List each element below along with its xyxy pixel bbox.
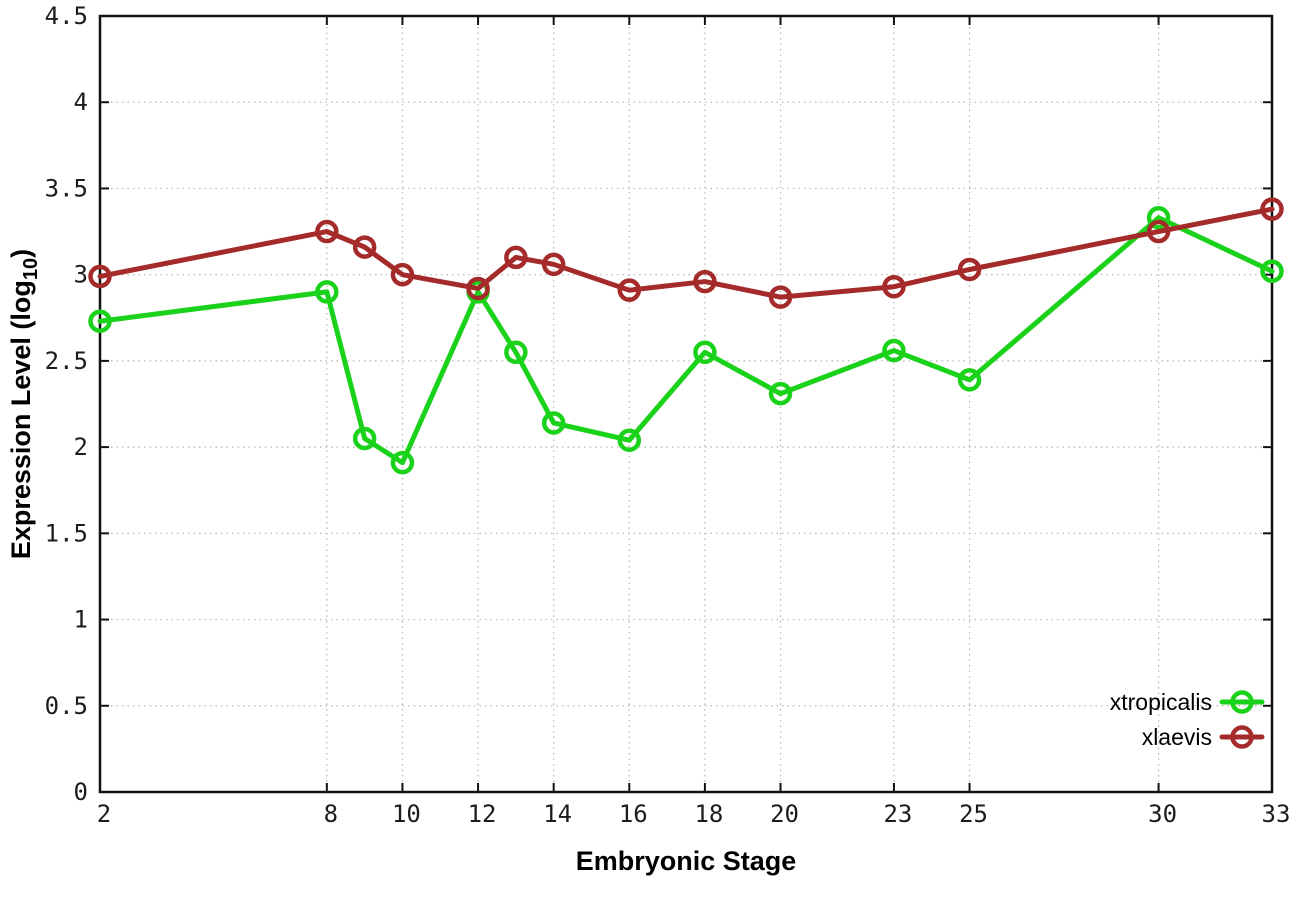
x-tick-label: 30 (1148, 800, 1177, 828)
x-tick-label: 8 (324, 800, 338, 828)
y-tick-label: 2 (74, 433, 88, 461)
x-tick-label: 33 (1262, 800, 1291, 828)
x-tick-label: 25 (959, 800, 988, 828)
x-tick-label: 20 (770, 800, 799, 828)
data-point-xtropicalis (315, 280, 339, 304)
y-tick-label: 2.5 (45, 347, 88, 375)
plot-border (98, 14, 1274, 794)
legend-sample-marker-xlaevis (1230, 725, 1254, 749)
data-point-xlaevis (466, 276, 490, 301)
x-axis-title: Embryonic Stage (576, 846, 797, 876)
y-axis-title: Expression Level (log10) (6, 249, 42, 559)
x-tick-label: 2 (97, 800, 111, 828)
y-tick-label: 3.5 (45, 174, 88, 202)
data-point-xtropicalis (1260, 259, 1284, 283)
data-point-xlaevis (541, 252, 566, 277)
y-tick-label: 3 (74, 261, 88, 289)
data-point-xtropicalis (693, 340, 717, 365)
data-point-xtropicalis (882, 338, 906, 363)
data-point-xtropicalis (957, 368, 982, 392)
data-point-xtropicalis (541, 411, 566, 435)
data-point-xtropicalis (390, 450, 415, 475)
data-point-xlaevis (88, 264, 112, 289)
data-point-xtropicalis (504, 340, 528, 365)
x-tick-label: 10 (392, 800, 421, 828)
data-point-xtropicalis (352, 426, 377, 451)
data-point-xlaevis (693, 269, 717, 294)
y-tick-label: 4 (74, 88, 88, 116)
x-tick-label: 16 (619, 800, 648, 828)
y-tick-label: 1.5 (45, 519, 88, 547)
legend-sample-marker-xtropicalis (1230, 690, 1254, 714)
data-point-xlaevis (617, 278, 642, 302)
y-tick-label: 0.5 (45, 692, 88, 720)
data-point-xlaevis (1260, 197, 1284, 221)
y-tick-label: 1 (74, 606, 88, 634)
data-point-xlaevis (1146, 219, 1171, 244)
legend-label-xtropicalis: xtropicalis (1110, 689, 1212, 715)
data-point-xlaevis (882, 274, 906, 299)
x-tick-label: 12 (468, 800, 497, 828)
x-tick-label: 14 (543, 800, 572, 828)
data-point-xlaevis (352, 235, 377, 259)
data-point-xtropicalis (768, 381, 793, 406)
data-point-xtropicalis (1146, 206, 1171, 230)
data-point-xtropicalis (617, 428, 642, 452)
legend-label-xlaevis: xlaevis (1142, 724, 1212, 750)
data-point-xlaevis (390, 262, 415, 287)
y-tick-label: 0 (74, 778, 88, 806)
data-point-xlaevis (315, 219, 339, 244)
data-point-xlaevis (957, 257, 982, 282)
x-tick-label: 23 (883, 800, 912, 828)
y-tick-label: 4.5 (45, 2, 88, 30)
x-tick-label: 18 (694, 800, 723, 828)
data-point-xtropicalis (88, 309, 112, 333)
data-point-xlaevis (768, 285, 793, 309)
data-point-xlaevis (504, 245, 528, 270)
